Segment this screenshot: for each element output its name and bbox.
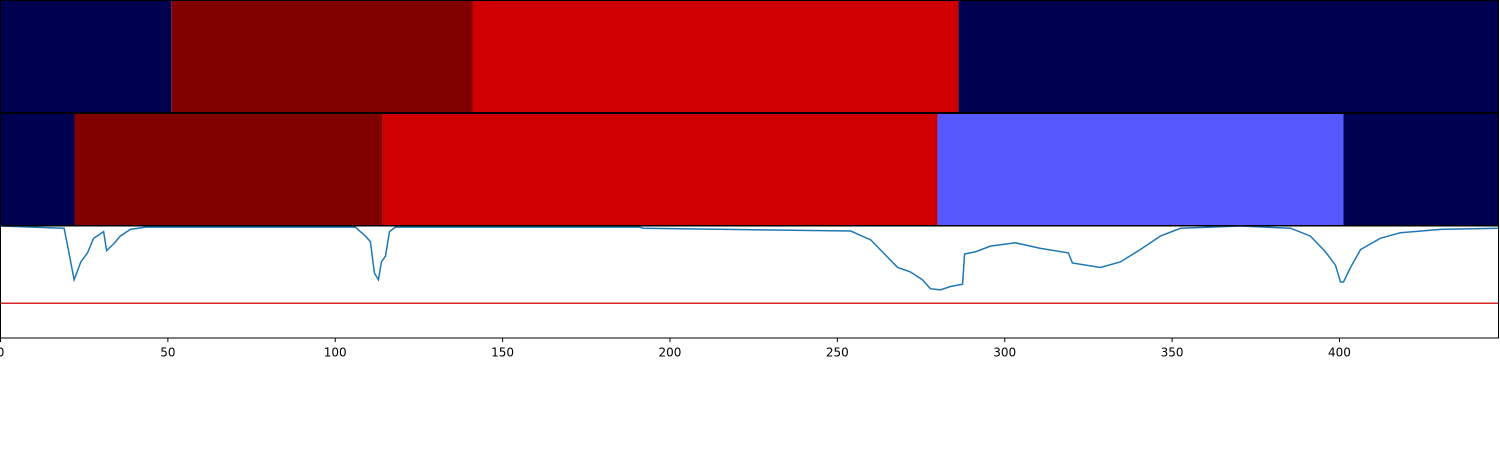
segment [74,113,383,226]
x-tick-label: 150 [491,346,514,360]
x-tick-label: 50 [160,346,175,360]
segment [1343,113,1499,226]
x-tick-label: 250 [826,346,849,360]
segment [472,0,959,113]
segment [0,113,75,226]
x-tick-label: 100 [324,346,347,360]
segment [937,113,1344,226]
x-tick-label: 350 [1161,346,1184,360]
segment [958,0,1499,113]
panel-frame [0,225,1499,339]
segment [382,113,938,226]
segment [171,0,473,113]
x-tick-label: 400 [1328,346,1351,360]
x-tick-label: 0 [0,346,4,360]
score-line [0,225,1499,291]
panel-frame [0,0,1499,113]
segment [0,0,172,113]
x-tick-label: 300 [993,346,1016,360]
x-tick-label: 200 [659,346,682,360]
